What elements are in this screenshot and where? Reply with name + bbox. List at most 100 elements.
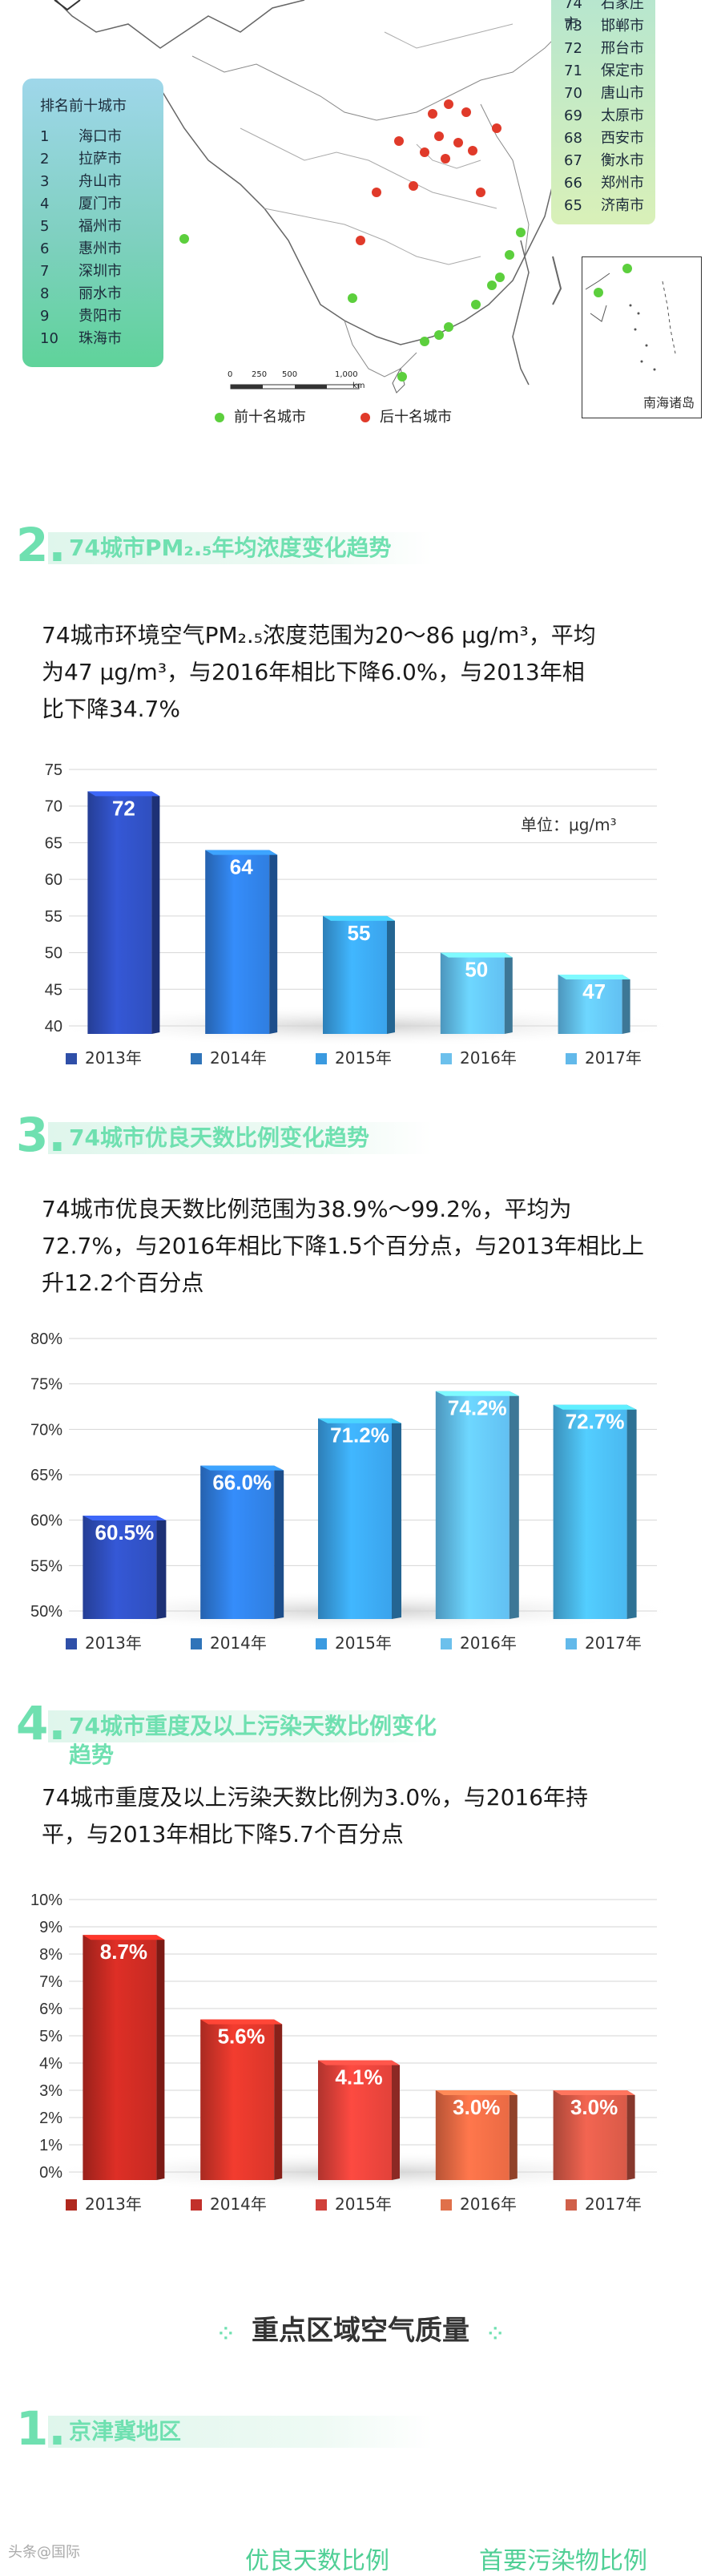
bar — [440, 952, 513, 1034]
paragraph-line: 74城市重度及以上污染天数比例为3.0%，与2016年持 — [42, 1784, 589, 1811]
section-4-band — [48, 1710, 433, 1742]
rank-number: 66 — [564, 175, 582, 192]
legend-label: 2016年 — [460, 2194, 517, 2214]
y-tick-label: 6% — [39, 2001, 62, 2018]
bar — [323, 915, 395, 1034]
legend-label: 2014年 — [210, 2194, 267, 2214]
legend-label: 2013年 — [85, 2194, 142, 2214]
city-name: 福州市 — [79, 218, 122, 235]
rank-number: 72 — [564, 40, 582, 57]
legend-label: 2014年 — [210, 1633, 267, 1653]
y-tick-label: 9% — [39, 1919, 62, 1936]
bar — [558, 975, 630, 1034]
scale-label-0: 0 — [228, 370, 233, 379]
dots-left-icon: ⁘ — [218, 2324, 252, 2344]
legend-label: 2013年 — [85, 1048, 142, 1068]
rank-number: 8 — [40, 285, 50, 302]
bar-value-label: 4.1% — [335, 2065, 382, 2089]
tab-primary-pollutant-ratio[interactable]: 首要污染物比例 — [479, 2547, 647, 2575]
rank-number: 4 — [40, 196, 50, 212]
top-ten-title: 排名前十城市 — [40, 98, 127, 115]
rank-number: 1 — [40, 128, 50, 145]
south-china-sea-inset: 南海诸岛 — [582, 256, 702, 418]
city-name: 舟山市 — [79, 173, 122, 190]
city-name: 深圳市 — [79, 263, 122, 280]
legend-bottom-ten: 后十名城市 — [360, 406, 452, 426]
bar — [87, 791, 160, 1034]
legend-swatch — [66, 1053, 77, 1064]
rank-number: 5 — [40, 218, 50, 235]
city-name: 石家庄市 — [564, 0, 644, 33]
bar-value-label: 55 — [348, 921, 371, 945]
unit-label: 单位：μg/m³ — [521, 815, 617, 834]
bar-value-label: 60.5% — [95, 1520, 155, 1544]
top-ten-row: 1 海口市 — [40, 125, 122, 146]
legend-label: 2013年 — [85, 1633, 142, 1653]
legend-swatch — [566, 1053, 577, 1064]
legend-swatch — [191, 1053, 202, 1064]
y-tick-label: 3% — [39, 2082, 62, 2100]
legend-top-ten-label: 前十名城市 — [234, 409, 306, 426]
bar — [205, 850, 278, 1034]
top-ten-row: 9 贵阳市 — [40, 305, 122, 325]
paragraph-line: 为47 μg/m³，与2016年相比下降6.0%，与2013年相 — [42, 659, 585, 685]
key-regions-heading: ⁘ 重点区域空气质量 ⁘ — [0, 2308, 721, 2348]
bottom-ten-row: 67 衡水市 — [564, 149, 644, 170]
city-name: 西安市 — [601, 130, 644, 147]
bar — [83, 1516, 167, 1619]
rank-number: 69 — [564, 107, 582, 124]
section-4-paragraph: 74城市重度及以上污染天数比例为3.0%，与2016年持 平，与2013年相比下… — [42, 1779, 667, 1853]
legend-swatch — [441, 2199, 452, 2211]
bar — [435, 2090, 518, 2180]
paragraph-line: 平，与2013年相比下降5.7个百分点 — [42, 1821, 404, 1847]
rank-number: 7 — [40, 263, 50, 280]
bar — [553, 1404, 637, 1619]
tab-good-days-ratio[interactable]: 优良天数比例 — [245, 2547, 389, 2575]
y-tick-label: 50 — [45, 945, 62, 963]
rank-number: 73 — [564, 18, 582, 34]
rank-number: 67 — [564, 152, 582, 169]
bottom-ten-row: 71 保定市 — [564, 59, 644, 80]
region-1-header: 1. 京津冀地区 — [0, 2404, 449, 2453]
section-3-band — [48, 1122, 433, 1154]
y-tick-label: 0% — [39, 2164, 62, 2182]
legend-label: 2015年 — [335, 1633, 392, 1653]
bar — [200, 1465, 284, 1619]
section-3-header: 3. 74城市优良天数比例变化趋势 — [0, 1111, 449, 1159]
top-ten-row: 3 舟山市 — [40, 170, 122, 191]
city-name: 海口市 — [79, 128, 122, 145]
y-tick-label: 50% — [30, 1603, 62, 1621]
top-ten-row: 5 福州市 — [40, 215, 122, 236]
y-tick-label: 75 — [45, 761, 62, 779]
bottom-ten-row: 73 邯郸市 — [564, 14, 644, 35]
bar-value-label: 3.0% — [453, 2095, 500, 2119]
section-2-paragraph: 74城市环境空气PM₂.₅浓度范围为20～86 μg/m³，平均 为47 μg/… — [42, 617, 667, 728]
bar — [553, 2090, 635, 2180]
bar-value-label: 8.7% — [100, 1940, 147, 1964]
map-scale-bar — [230, 384, 360, 390]
bar-value-label: 50 — [465, 958, 488, 982]
city-name: 郑州市 — [601, 175, 644, 192]
bottom-city-markers — [356, 99, 501, 245]
legend-label: 2017年 — [585, 1633, 642, 1653]
y-tick-label: 80% — [30, 1330, 62, 1348]
section-2-title: 74城市PM₂.₅年均浓度变化趋势 — [69, 535, 392, 561]
bottom-ten-row: 69 太原市 — [564, 104, 644, 125]
city-name: 邯郸市 — [601, 18, 644, 34]
bottom-ten-row: 65 济南市 — [564, 194, 644, 215]
rank-number: 9 — [40, 308, 50, 325]
legend-swatch — [316, 2199, 327, 2211]
city-name: 厦门市 — [79, 196, 122, 212]
legend-label: 2014年 — [210, 1048, 267, 1068]
legend-label: 2017年 — [585, 1048, 642, 1068]
scale-label-unit: km — [352, 382, 365, 390]
city-name: 济南市 — [601, 197, 644, 214]
y-tick-label: 75% — [30, 1376, 62, 1394]
bar-value-label: 72.7% — [566, 1410, 625, 1434]
legend-top-ten: 前十名城市 — [215, 406, 306, 426]
city-name: 贵阳市 — [79, 308, 122, 325]
rank-number: 71 — [564, 63, 582, 79]
bar-value-label: 3.0% — [570, 2095, 618, 2119]
section-3-title: 74城市优良天数比例变化趋势 — [69, 1124, 369, 1151]
city-name: 惠州市 — [79, 240, 122, 257]
